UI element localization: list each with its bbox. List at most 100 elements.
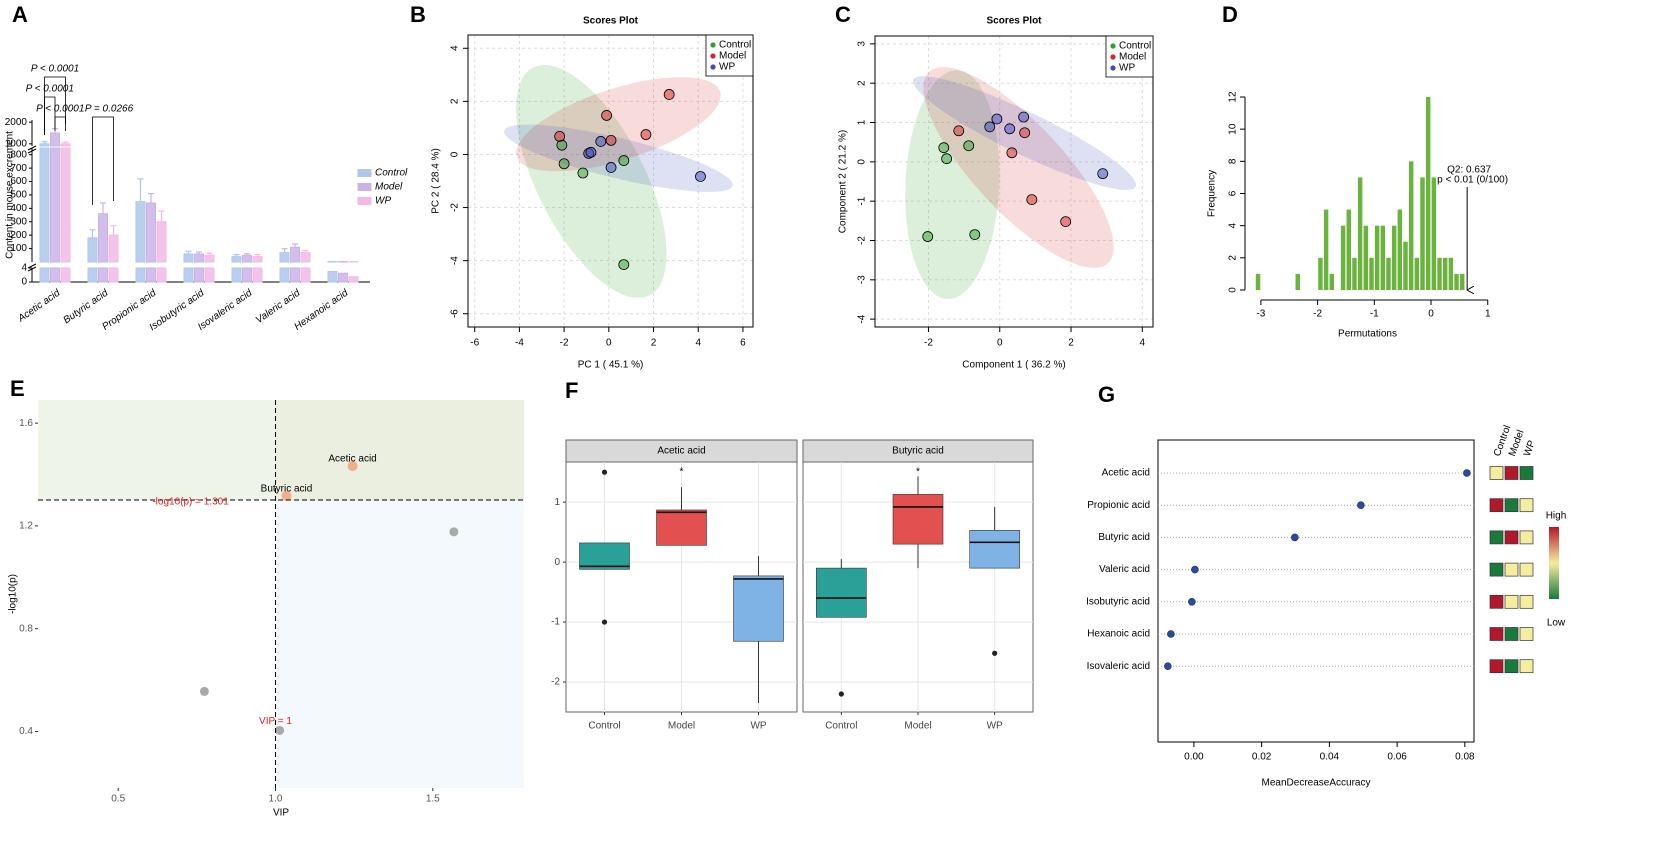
bar [1340,225,1346,290]
y-tick-label: -2 [857,236,868,245]
dot [1191,565,1199,574]
x-tick-label: 6 [740,338,746,349]
bar-piece [50,267,60,283]
heat-cell [1489,562,1504,577]
legend-marker [1110,43,1116,49]
axis-break [27,263,37,269]
axis-break [27,266,37,272]
bar [204,254,215,283]
point [595,136,607,147]
legend-label: WP [1119,63,1135,74]
bar-piece [194,253,204,263]
dot [1188,597,1196,606]
region [275,499,524,788]
bar [279,252,290,283]
x-tick-label: 1.5 [426,794,440,805]
chart-title: Scores Plot [583,16,639,27]
bar-piece [60,147,71,263]
bar-piece [50,132,60,147]
bar [1374,225,1380,290]
heat-cell [1519,466,1534,480]
point [275,725,285,735]
legend-marker [710,42,716,48]
bar-piece [279,267,290,283]
bar [300,252,311,283]
y-tick-label: 12 [1228,91,1239,103]
x-tick-label: Control [825,721,857,732]
y-tick-label: -1 [857,196,868,205]
y-tick-label: -6 [450,309,461,318]
chart-title: Scores Plot [986,16,1042,27]
point [554,131,566,142]
y-tick-label: 3 [857,41,868,47]
bar [231,256,242,283]
bar [1448,257,1454,290]
bar-piece [39,147,50,263]
y-axis-label: Content in mouse excrement [5,131,16,259]
x-tick-label: -2 [924,338,933,349]
dot [1167,630,1175,638]
bar [1459,273,1465,290]
point [941,153,953,165]
heat-legend-label: Low [1547,618,1566,629]
y-tick-label: 0 [554,557,560,568]
y-tick-label: 2 [857,80,868,86]
bar [194,253,204,283]
point [605,134,617,146]
y-tick-label: 2000 [5,117,28,128]
dot [1164,662,1172,671]
x-tick-label: Control [588,721,620,732]
panel-letter: A [12,2,28,27]
heat-cell [1519,627,1534,641]
bar-piece [108,234,119,263]
panel-letter: D [1222,2,1238,27]
bar-piece [50,147,60,263]
dot [1291,533,1299,542]
y-tick-label: -3 [857,275,868,284]
y-tick-label: 2 [450,98,461,104]
bar [1425,97,1431,290]
heat-cell [1519,659,1534,674]
x-tick-label: -4 [515,338,524,349]
point [938,142,950,154]
y-tick-label: 0.8 [19,623,33,634]
y-tick-label: Valeric acid [1099,564,1150,575]
legend-label: WP [719,62,735,73]
y-tick-label: 500 [10,190,27,201]
x-axis-label: Permutations [1338,329,1397,340]
panel-letter: F [565,378,578,403]
bar [39,143,50,283]
bar-piece [252,256,263,263]
bar-piece [156,221,167,263]
heat-cell [1519,562,1534,577]
bar-piece [231,256,242,263]
bar [252,256,263,283]
x-tick-label: 0.04 [1320,752,1340,763]
panel-letter: G [1098,382,1115,407]
x-tick-label: 0 [1428,309,1434,320]
bar-piece [108,267,119,283]
x-tick-label: 0 [997,338,1003,349]
legend-label: Model [375,182,403,193]
y-tick-label: Isovaleric acid [1087,661,1150,672]
point [663,89,675,100]
bar [1454,273,1459,290]
legend-swatch [357,197,372,205]
x-tick-label: Valeric acid [254,287,303,326]
plot-frame [467,34,754,328]
bar-piece [98,267,108,283]
bar-piece [146,267,156,283]
bar-piece [39,143,50,147]
x-tick-label: 0.02 [1252,752,1272,763]
x-tick-label: 4 [1140,338,1146,349]
x-tick-label: 1.0 [269,794,283,805]
bar [1403,241,1408,290]
point [991,113,1003,125]
bar [156,221,167,283]
y-tick-label: 0 [21,277,27,288]
bar [1380,225,1386,290]
heat-cell [1489,627,1504,641]
significance-bracket [92,116,114,205]
x-tick-label: 0.08 [1455,752,1475,763]
point [605,162,617,173]
